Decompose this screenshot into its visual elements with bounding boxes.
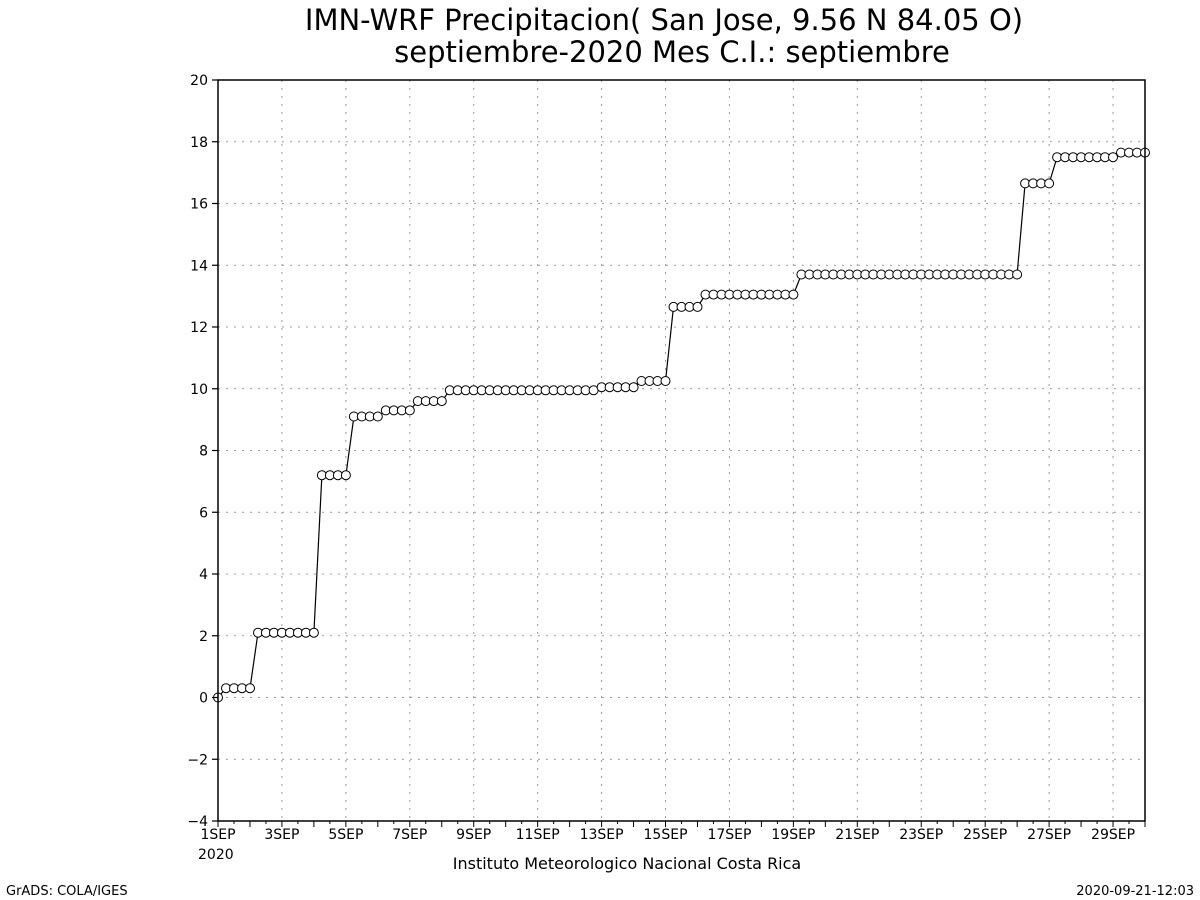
x-tick-label: 27SEP <box>1027 827 1071 843</box>
chart-title: IMN-WRF Precipitacion( San Jose, 9.56 N … <box>305 3 1023 37</box>
x-tick-label: 25SEP <box>963 827 1007 843</box>
x-axis: 1SEP 3SEP 5SEP 7SEP 9SEP 11SEP 13SEP 15SEP 17SEP… <box>200 821 1146 843</box>
data-point <box>788 289 799 300</box>
data-point <box>660 376 671 386</box>
data-point <box>436 396 447 407</box>
y-tick-label: 14 <box>190 258 208 274</box>
footer-left: GrADS: COLA/IGES <box>6 884 128 899</box>
x-tick-label: 23SEP <box>899 827 943 843</box>
y-tick-label: 12 <box>190 320 208 336</box>
y-tick-label: 20 <box>190 73 208 89</box>
data-point <box>628 382 639 393</box>
y-tick-label: 6 <box>199 505 208 521</box>
y-tick-label: 0 <box>199 691 208 707</box>
series-accumulated-precipitation <box>213 147 1150 703</box>
data-point <box>245 683 255 694</box>
y-tick-label: 18 <box>190 135 208 151</box>
x-tick-label: 7SEP <box>392 827 427 843</box>
y-tick-label: 8 <box>199 444 208 460</box>
plot-frame <box>217 79 1146 822</box>
y-tick-label: 16 <box>190 197 208 213</box>
footer-right: 2020-09-21-12:03 <box>1076 884 1194 899</box>
data-point <box>404 405 415 416</box>
y-tick-label: −4 <box>187 814 208 830</box>
y-tick-label: −2 <box>187 752 208 768</box>
x-tick-label: 11SEP <box>516 827 560 843</box>
y-tick-label: 4 <box>199 567 208 583</box>
chart-subtitle: septiembre-2020 Mes C.I.: septiembre <box>394 35 950 69</box>
data-point <box>308 627 319 638</box>
data-point <box>1108 152 1118 163</box>
y-axis: −4 −2 0 2 4 6 8 10 12 14 16 18 20 <box>187 73 218 830</box>
data-point <box>372 411 383 422</box>
x-tick-label: 29SEP <box>1091 827 1135 843</box>
x-tick-label: 1SEP <box>200 827 235 843</box>
y-tick-label: 10 <box>190 382 208 398</box>
x-tick-label: 15SEP <box>644 827 688 843</box>
data-point <box>692 301 703 312</box>
x-tick-label: 13SEP <box>580 827 624 843</box>
x-tick-label: 19SEP <box>771 827 815 843</box>
data-point <box>340 470 351 481</box>
x-year-label: 2020 <box>198 847 234 863</box>
x-tick-label: 9SEP <box>456 827 491 843</box>
x-axis-label: Instituto Meteorologico Nacional Costa R… <box>453 854 801 873</box>
grid-lines <box>218 80 1145 821</box>
y-tick-label: 2 <box>199 629 208 645</box>
x-tick-label: 3SEP <box>264 827 299 843</box>
data-point <box>1044 178 1055 189</box>
x-tick-label: 21SEP <box>835 827 879 843</box>
series-line <box>217 152 1145 698</box>
x-tick-label: 17SEP <box>707 827 751 843</box>
data-point <box>1012 269 1023 280</box>
x-tick-label: 5SEP <box>328 827 363 843</box>
